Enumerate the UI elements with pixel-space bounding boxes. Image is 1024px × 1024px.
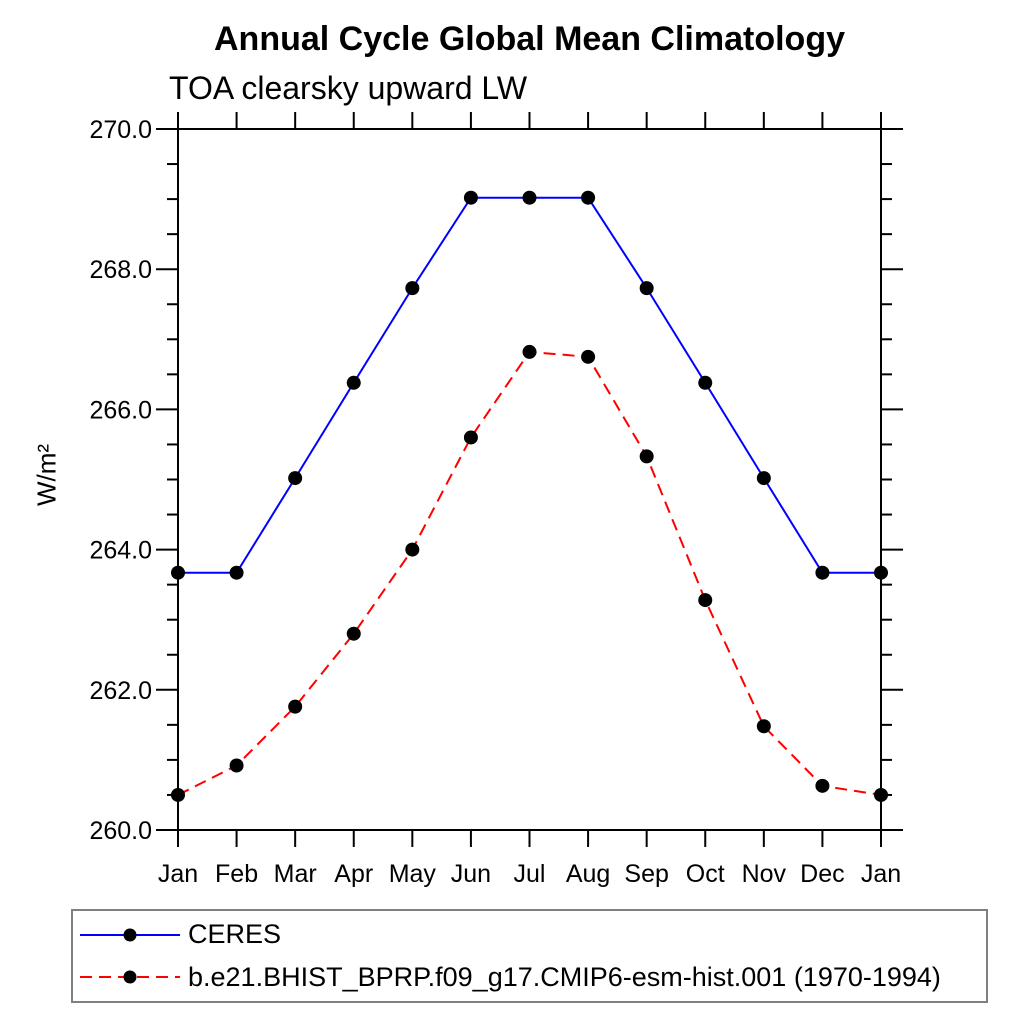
- legend-marker-dot: [123, 928, 137, 942]
- data-point-marker: [815, 778, 830, 793]
- data-point-marker: [815, 565, 830, 580]
- legend-label: CERES: [188, 919, 282, 950]
- data-point-marker: [463, 430, 478, 445]
- data-point-marker: [171, 787, 185, 802]
- data-point-marker: [581, 190, 596, 205]
- legend-label: b.e21.BHIST_BPRP.f09_g17.CMIP6-esm-hist.…: [188, 961, 941, 992]
- y-axis-tick-label: 262.0: [89, 677, 152, 705]
- series-line-model: [177, 350, 882, 796]
- data-point-marker: [229, 565, 244, 580]
- data-point-marker: [346, 626, 361, 641]
- x-axis-tick-label: Jan: [861, 860, 901, 888]
- data-point-marker: [698, 375, 713, 390]
- x-axis-tick-label: Jul: [514, 860, 546, 888]
- data-point-marker: [639, 449, 654, 464]
- y-axis-tick-label: 260.0: [89, 817, 152, 845]
- data-point-marker: [874, 787, 888, 802]
- x-axis-tick-label: Sep: [624, 860, 668, 888]
- data-point-marker: [522, 344, 537, 359]
- y-axis-tick-label: 268.0: [89, 256, 152, 284]
- data-point-marker: [405, 542, 420, 557]
- x-axis-tick-label: Dec: [800, 860, 844, 888]
- x-axis-tick-label: Feb: [215, 860, 258, 888]
- data-point-marker: [346, 375, 361, 390]
- x-axis-tick-label: Oct: [686, 860, 725, 888]
- y-axis-tick-label: 264.0: [89, 537, 152, 565]
- legend-line-sample: [80, 970, 180, 984]
- data-point-marker: [522, 190, 537, 205]
- y-axis-tick-label: 266.0: [89, 396, 152, 424]
- legend-item-ceres: CERES: [73, 916, 986, 954]
- x-axis-tick-label: May: [389, 860, 437, 888]
- data-point-marker: [288, 471, 303, 486]
- data-point-marker: [756, 719, 771, 734]
- data-point-marker: [756, 471, 771, 486]
- y-axis-tick-label: 270.0: [89, 116, 152, 144]
- data-point-marker: [581, 349, 596, 364]
- legend-item-model: b.e21.BHIST_BPRP.f09_g17.CMIP6-esm-hist.…: [73, 958, 986, 996]
- chart-title: Annual Cycle Global Mean Climatology: [214, 20, 845, 58]
- legend-marker-dot: [123, 970, 137, 984]
- data-point-marker: [874, 565, 888, 580]
- series-line-ceres: [178, 196, 881, 574]
- data-point-marker: [463, 190, 478, 205]
- x-axis-tick-label: Jun: [451, 860, 491, 888]
- legend: CERES b.e21.BHIST_BPRP.f09_g17.CMIP6-esm-…: [71, 909, 988, 1003]
- data-point-marker: [405, 281, 420, 296]
- data-point-marker: [639, 281, 654, 296]
- data-point-marker: [171, 565, 185, 580]
- x-axis-tick-label: Nov: [742, 860, 787, 888]
- x-axis-tick-label: Jan: [158, 860, 198, 888]
- chart-subtitle: TOA clearsky upward LW: [169, 70, 528, 106]
- data-point-marker: [288, 699, 303, 714]
- data-point-marker: [698, 593, 713, 608]
- data-point-marker: [229, 758, 244, 773]
- plot-frame: [177, 128, 882, 831]
- legend-line-sample: [80, 928, 180, 942]
- x-axis-tick-label: Aug: [566, 860, 610, 888]
- x-axis-tick-label: Apr: [334, 860, 373, 888]
- x-axis-tick-label: Mar: [274, 860, 317, 888]
